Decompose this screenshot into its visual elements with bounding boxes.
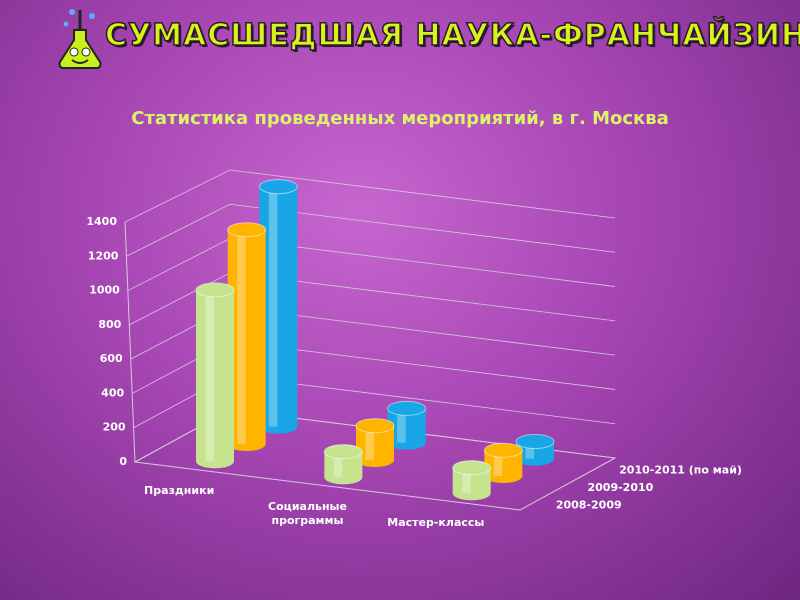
y-tick-label: 1200: [88, 249, 119, 262]
bar-top: [195, 282, 235, 298]
x-tick-label: Праздники: [144, 484, 215, 497]
bar-shine: [525, 441, 535, 459]
bar-shine: [462, 467, 471, 494]
grid-line: [124, 169, 616, 223]
bar-top: [323, 444, 363, 460]
y-tick-label: 0: [119, 455, 127, 468]
bar-top: [227, 222, 267, 238]
logo: [58, 9, 102, 70]
bar-top: [483, 442, 523, 458]
bar-shine: [493, 450, 503, 476]
bar-top: [515, 434, 555, 450]
legend-label: 2010-2011 (по май): [619, 464, 742, 477]
y-tick-label: 600: [100, 352, 123, 365]
grid-line: [126, 203, 616, 257]
bar-shine: [268, 186, 278, 427]
y-tick-label: 1000: [89, 284, 120, 297]
bar-top: [355, 418, 395, 434]
legend-label: 2008-2009: [556, 498, 622, 511]
bar-shine: [205, 289, 215, 462]
y-tick-label: 200: [103, 421, 126, 434]
bar-top: [387, 400, 427, 416]
bar-shine: [365, 425, 375, 460]
y-tick-label: 800: [98, 318, 121, 331]
bar-shine: [333, 451, 343, 478]
legend-label: 2009-2010: [588, 481, 654, 494]
bar: [196, 289, 234, 462]
bar-top: [452, 460, 492, 476]
header-title: СУМАСШЕДШАЯ НАУКА-ФРАНЧАЙЗИНГ: [104, 17, 800, 54]
x-tick-label: Мастер-классы: [387, 516, 485, 529]
chart-title: Статистика проведенных мероприятий, в г.…: [131, 108, 669, 129]
x-tick-label: Социальные программы: [268, 500, 347, 527]
bar-shine: [397, 408, 406, 443]
y-axis: [124, 221, 136, 463]
bar-shine: [237, 229, 246, 444]
grid-line: [127, 238, 616, 291]
y-tick-label: 400: [101, 386, 124, 399]
bar-top: [258, 179, 298, 195]
y-tick-label: 1400: [86, 215, 117, 228]
